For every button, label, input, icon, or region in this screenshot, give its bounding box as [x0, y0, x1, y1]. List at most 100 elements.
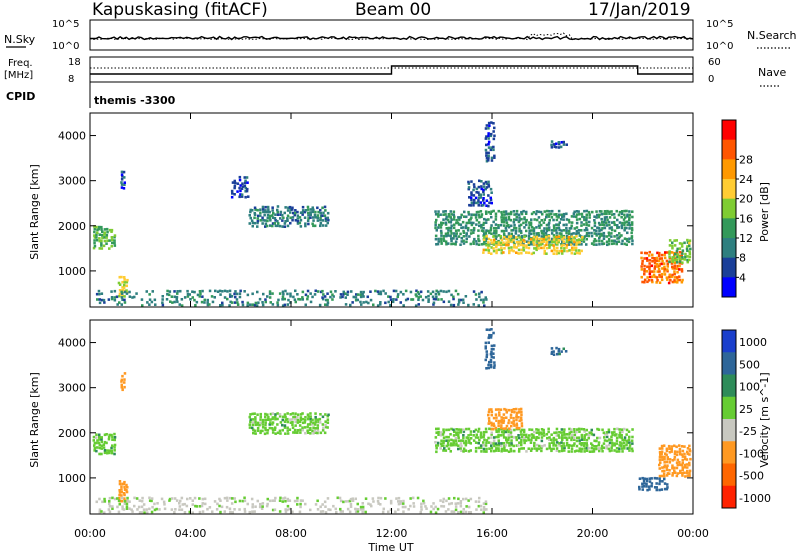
- scatter-cell: [618, 441, 622, 444]
- scatter-cell: [259, 418, 262, 421]
- scatter-cell: [447, 215, 451, 218]
- scatter-cell: [286, 224, 290, 228]
- scatter-cell: [468, 235, 471, 238]
- scatter-cell: [459, 243, 462, 246]
- scatter-cell: [482, 188, 485, 192]
- scatter-cell: [593, 219, 596, 222]
- scatter-cell: [489, 134, 493, 138]
- scatter-cell: [266, 418, 270, 421]
- scatter-cell: [276, 210, 280, 214]
- scatter-cell: [507, 240, 510, 244]
- scatter-cell: [458, 218, 461, 221]
- scatter-cell: [447, 428, 451, 432]
- scatter-cell: [487, 336, 491, 340]
- scatter-cell: [461, 226, 465, 229]
- scatter-cell: [520, 424, 524, 428]
- scatter-cell: [658, 467, 662, 470]
- scatter-cell: [517, 213, 521, 217]
- scatter-cell: [500, 238, 504, 242]
- colorbar-swatch: [722, 352, 736, 375]
- scatter-cell: [520, 422, 524, 425]
- scatter-cell: [528, 434, 531, 437]
- scatter-cell: [497, 435, 500, 439]
- scatter-cell: [286, 497, 290, 501]
- scatter-cell: [668, 461, 672, 464]
- scatter-cell: [98, 497, 101, 501]
- scatter-cell: [518, 227, 521, 230]
- scatter-cell: [123, 488, 127, 491]
- scatter-cell: [470, 180, 473, 183]
- scatter-cell: [264, 423, 267, 427]
- scatter-cell: [175, 298, 179, 301]
- scatter-cell: [643, 278, 647, 282]
- scatter-cell: [97, 227, 101, 231]
- scatter-cell: [248, 214, 252, 217]
- scatter-cell: [434, 436, 438, 439]
- scatter-cell: [228, 304, 231, 307]
- scatter-cell: [645, 479, 649, 483]
- scatter-cell: [140, 511, 144, 514]
- scatter-cell: [103, 440, 107, 444]
- scatter-cell: [569, 227, 573, 230]
- scatter-cell: [437, 292, 441, 296]
- scatter-cell: [683, 457, 687, 461]
- scatter-cell: [103, 301, 106, 304]
- scatter-cell: [493, 226, 496, 230]
- scatter-cell: [530, 242, 533, 246]
- scatter-cell: [311, 423, 314, 426]
- scatter-cell: [457, 303, 460, 306]
- scatter-cell: [478, 292, 481, 296]
- colorbar-tick-label: 500: [739, 358, 760, 371]
- scatter-cell: [678, 452, 682, 456]
- scatter-cell: [563, 247, 566, 250]
- scatter-cell: [482, 435, 485, 439]
- scatter-cell: [593, 439, 596, 443]
- scatter-cell: [251, 418, 255, 421]
- scatter-cell: [643, 272, 646, 276]
- scatter-cell: [457, 431, 460, 434]
- scatter-cell: [138, 511, 142, 514]
- scatter-cell: [281, 428, 285, 432]
- scatter-cell: [118, 502, 122, 506]
- scatter-cell: [621, 239, 624, 243]
- scatter-cell: [567, 218, 571, 222]
- scatter-cell: [321, 206, 324, 210]
- scatter-cell: [254, 416, 257, 419]
- scatter-cell: [359, 295, 363, 299]
- scatter-cell: [605, 240, 609, 244]
- scatter-cell: [555, 142, 558, 146]
- scatter-cell: [473, 237, 476, 241]
- scatter-cell: [623, 216, 627, 219]
- scatter-cell: [631, 239, 634, 243]
- scatter-cell: [218, 504, 221, 508]
- scatter-cell: [472, 231, 475, 234]
- scatter-cell: [600, 232, 603, 236]
- scatter-cell: [107, 437, 111, 441]
- scatter-cell: [678, 264, 681, 268]
- scatter-cell: [490, 449, 493, 453]
- scatter-cell: [308, 428, 312, 431]
- scatter-cell: [493, 134, 496, 138]
- scatter-cell: [298, 424, 302, 427]
- scatter-cell: [278, 413, 282, 416]
- scatter-cell: [399, 500, 403, 503]
- scatter-cell: [628, 227, 631, 230]
- scatter-cell: [490, 201, 494, 205]
- scatter-cell: [480, 180, 483, 183]
- scatter-cell: [557, 240, 561, 244]
- scatter-cell: [309, 426, 312, 430]
- scatter-cell: [537, 240, 541, 243]
- scatter-cell: [585, 237, 589, 241]
- scatter-cell: [128, 290, 131, 294]
- scatter-cell: [304, 293, 308, 297]
- scatter-cell: [556, 352, 559, 356]
- scatter-cell: [148, 303, 151, 306]
- scatter-cell: [457, 511, 460, 514]
- scatter-cell: [573, 433, 577, 437]
- scatter-cell: [658, 281, 662, 284]
- scatter-cell: [663, 474, 666, 478]
- scatter-cell: [261, 423, 265, 426]
- scatter-cell: [489, 187, 493, 191]
- scatter-cell: [615, 242, 619, 246]
- scatter-cell: [469, 196, 473, 199]
